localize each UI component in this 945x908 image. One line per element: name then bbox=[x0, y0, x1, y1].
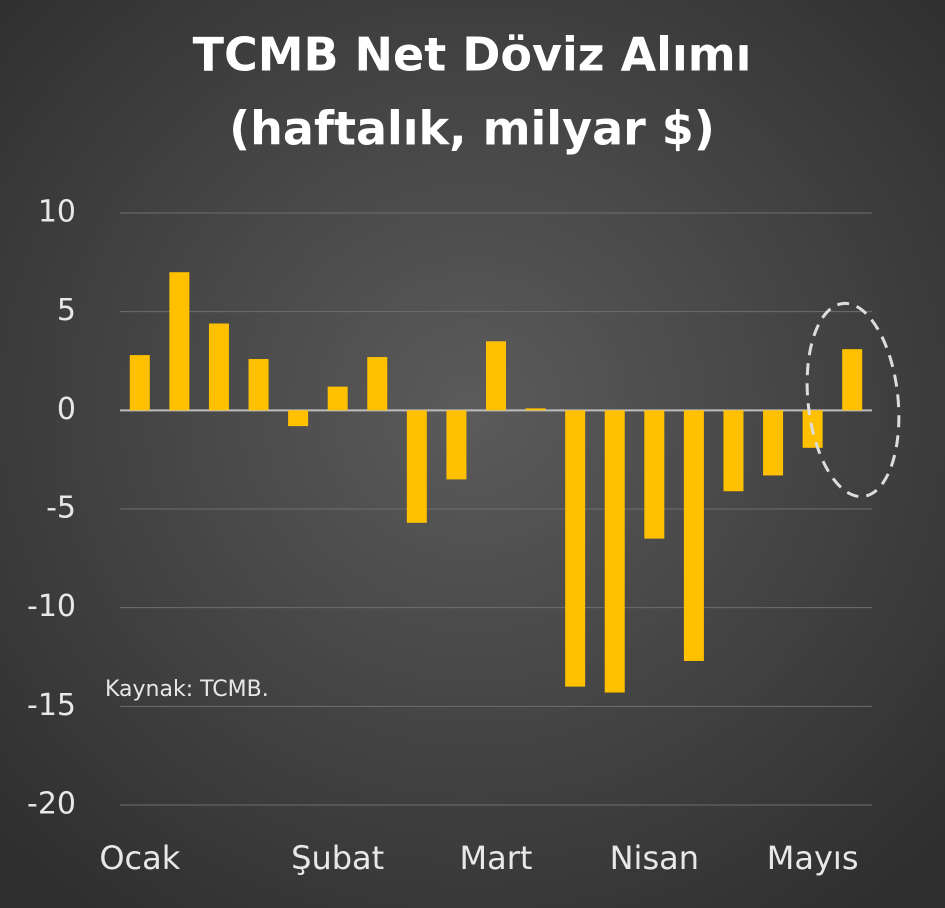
bar bbox=[604, 410, 625, 693]
bar bbox=[683, 410, 704, 661]
bar bbox=[288, 410, 309, 427]
x-tick-label: Şubat bbox=[291, 839, 384, 877]
chart-title: TCMB Net Döviz Alımı bbox=[193, 28, 752, 82]
bar bbox=[406, 410, 427, 523]
bar bbox=[525, 408, 546, 411]
x-tick-label: Nisan bbox=[610, 839, 699, 877]
y-tick-label: 0 bbox=[57, 392, 76, 427]
chart-subtitle: (haftalık, milyar $) bbox=[229, 102, 715, 156]
bar bbox=[169, 272, 190, 411]
x-tick-label: Mart bbox=[460, 839, 533, 877]
bar bbox=[208, 323, 229, 411]
x-tick-label: Ocak bbox=[99, 839, 180, 877]
x-tick-label: Mayıs bbox=[767, 839, 859, 877]
bar bbox=[367, 357, 388, 411]
bar bbox=[842, 349, 863, 411]
bar bbox=[644, 410, 665, 539]
bar bbox=[129, 355, 150, 411]
bar bbox=[446, 410, 467, 480]
y-tick-label: 10 bbox=[38, 195, 76, 230]
annotation: Kaynak: TCMB. bbox=[105, 677, 269, 702]
y-tick-label: -20 bbox=[27, 787, 76, 822]
y-tick-label: -15 bbox=[27, 688, 76, 723]
y-tick-label: 5 bbox=[57, 293, 76, 328]
bar bbox=[565, 410, 586, 687]
bar bbox=[763, 410, 784, 476]
bar bbox=[327, 386, 348, 411]
bar bbox=[248, 359, 269, 411]
highlight-ellipse bbox=[805, 301, 901, 499]
bar bbox=[486, 341, 506, 411]
bar bbox=[723, 410, 744, 492]
y-tick-label: -5 bbox=[46, 491, 76, 526]
y-tick-label: -10 bbox=[27, 589, 76, 624]
